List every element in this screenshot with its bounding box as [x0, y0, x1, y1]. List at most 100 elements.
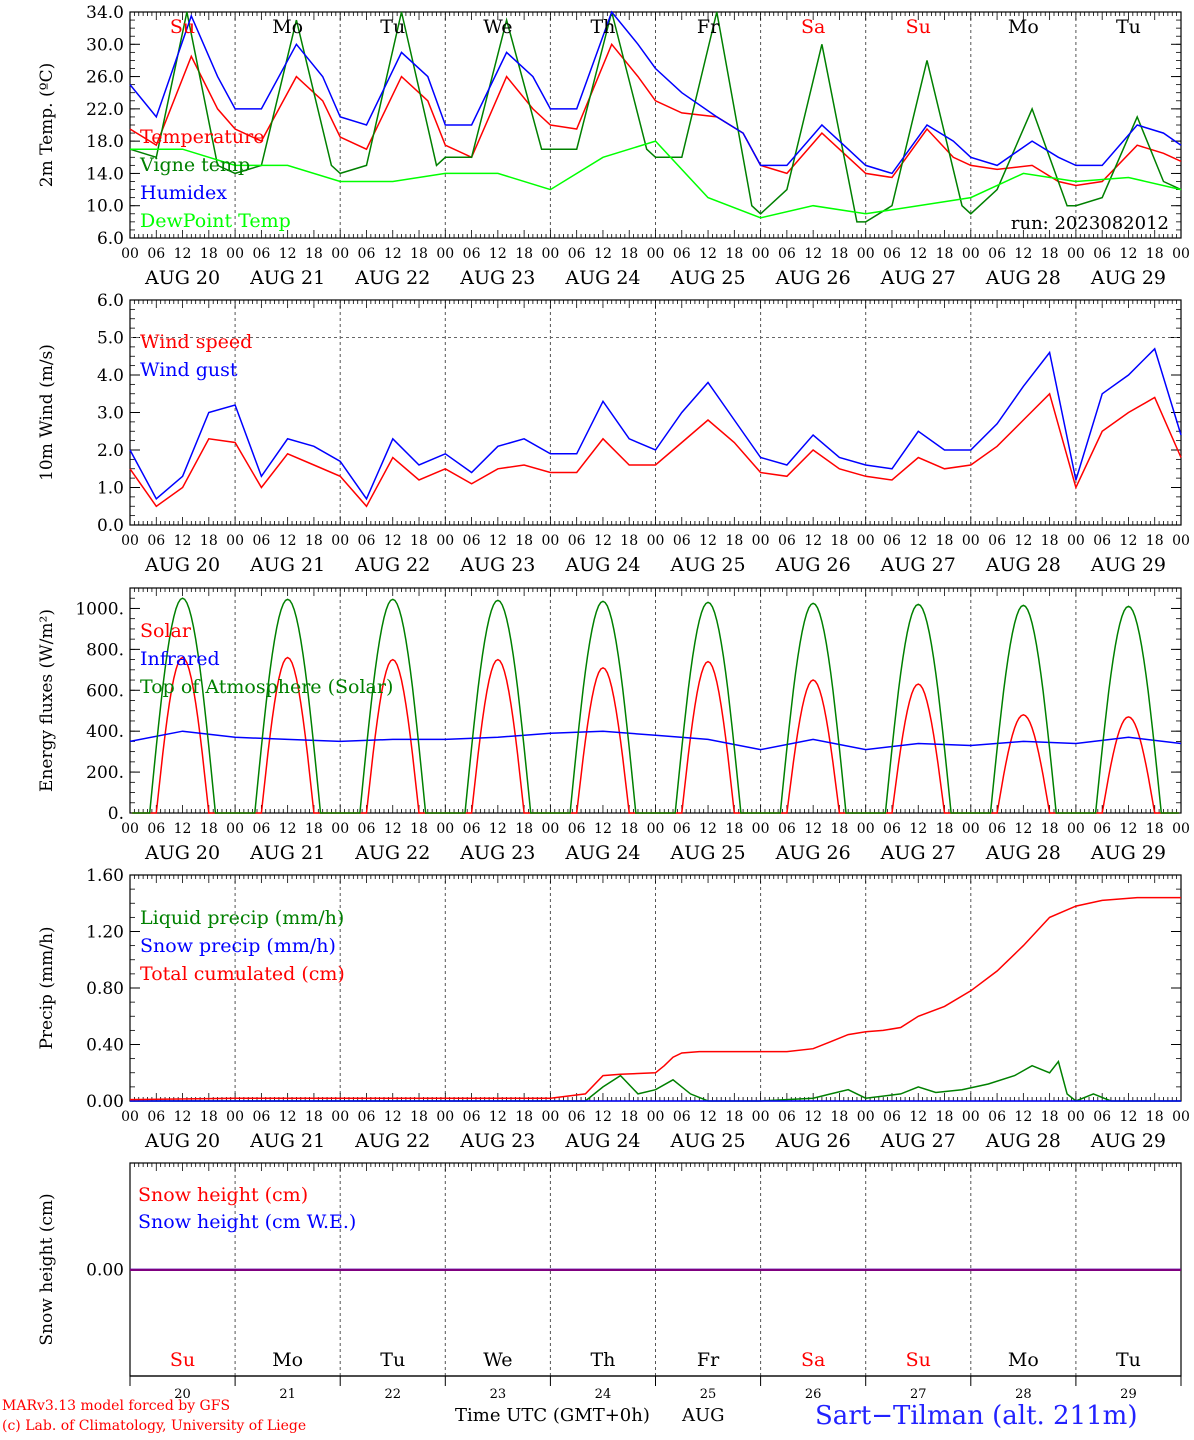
hour-label: 06	[673, 1109, 691, 1125]
hour-label: 00	[752, 533, 770, 549]
hour-label: 06	[778, 246, 796, 262]
date-label: AUG 27	[880, 1130, 956, 1152]
legend-entry: Top of Atmosphere (Solar)	[140, 676, 393, 698]
day-label-bottom: Mo	[272, 1349, 303, 1371]
hour-label: 06	[147, 1109, 165, 1125]
date-label: AUG 28	[985, 554, 1061, 576]
hour-label: 00	[541, 1109, 559, 1125]
month-label: AUG	[682, 1405, 725, 1426]
hour-label: 00	[436, 1109, 454, 1125]
bottom-date: 22	[384, 1387, 401, 1402]
y-tick-label: 1.20	[86, 923, 124, 943]
hour-label: 12	[489, 1109, 507, 1125]
legend-entry: Wind gust	[140, 359, 238, 381]
day-label-bottom: Tu	[380, 1349, 405, 1371]
hour-label: 06	[568, 821, 586, 837]
hour-label: 00	[1067, 246, 1085, 262]
panel-frame-wind	[130, 300, 1181, 525]
hour-label: 06	[988, 533, 1006, 549]
y-axis-title: Snow height (cm)	[37, 1193, 57, 1345]
hour-label: 00	[647, 533, 665, 549]
y-tick-label: 5.0	[97, 329, 124, 349]
hour-label: 06	[463, 246, 481, 262]
hour-label: 00	[857, 533, 875, 549]
meteogram-svg: 6.010.014.018.022.026.030.034.02m Temp. …	[0, 0, 1194, 1440]
hour-label: 18	[620, 533, 638, 549]
hour-label: 18	[831, 533, 849, 549]
hour-label: 18	[620, 246, 638, 262]
hour-label: 06	[252, 1109, 270, 1125]
y-tick-label: 0.00	[86, 1092, 124, 1112]
hour-label: 18	[305, 533, 323, 549]
day-label-top: Tu	[1116, 16, 1141, 38]
hour-label: 12	[384, 1109, 402, 1125]
hour-label: 06	[1093, 246, 1111, 262]
hour-label: 12	[594, 821, 612, 837]
hour-label: 12	[804, 821, 822, 837]
y-tick-label: 400.	[86, 722, 124, 742]
hour-label: 00	[1067, 821, 1085, 837]
hour-label: 18	[936, 533, 954, 549]
date-label: AUG 23	[459, 267, 535, 289]
date-label: AUG 21	[249, 267, 325, 289]
legend-entry: Liquid precip (mm/h)	[140, 907, 344, 929]
hour-label: 18	[515, 533, 533, 549]
hour-label: 12	[384, 821, 402, 837]
y-tick-label: 0.00	[86, 1261, 124, 1281]
y-tick-label: 0.0	[97, 516, 124, 536]
hour-label: 18	[831, 1109, 849, 1125]
y-tick-label: 200.	[86, 763, 124, 783]
hour-label: 00	[752, 1109, 770, 1125]
hour-label: 12	[804, 1109, 822, 1125]
hour-label: 06	[883, 821, 901, 837]
date-label: AUG 24	[564, 267, 640, 289]
day-label-bottom: Mo	[1008, 1349, 1039, 1371]
hour-label: 00	[121, 246, 139, 262]
hour-label: 06	[252, 821, 270, 837]
hour-label: 18	[410, 1109, 428, 1125]
hour-label: 06	[988, 246, 1006, 262]
hour-label: 12	[804, 533, 822, 549]
hour-label: 12	[279, 246, 297, 262]
day-label-bottom: Su	[170, 1349, 195, 1371]
hour-label: 00	[121, 1109, 139, 1125]
hour-label: 00	[226, 533, 244, 549]
hour-label: 12	[174, 246, 192, 262]
bottom-date: 23	[490, 1387, 507, 1402]
hour-label: 06	[778, 533, 796, 549]
date-label: AUG 24	[564, 842, 640, 864]
hour-label: 12	[909, 821, 927, 837]
hour-label: 06	[568, 246, 586, 262]
hour-label: 12	[489, 533, 507, 549]
hour-label: 18	[410, 533, 428, 549]
hour-label: 00	[752, 821, 770, 837]
hour-label: 12	[804, 246, 822, 262]
hour-label: 12	[1120, 1109, 1138, 1125]
bottom-date: 29	[1120, 1387, 1137, 1402]
hour-label: 06	[463, 1109, 481, 1125]
y-tick-label: 3.0	[97, 404, 124, 424]
hour-label: 00	[857, 246, 875, 262]
hour-label: 06	[673, 821, 691, 837]
day-label-top: Fr	[697, 16, 720, 38]
hour-label: 06	[673, 533, 691, 549]
legend-entry: Wind speed	[140, 331, 252, 353]
hour-label: 06	[568, 533, 586, 549]
hour-label: 12	[174, 1109, 192, 1125]
hour-label: 18	[1041, 1109, 1059, 1125]
date-label: AUG 29	[1090, 554, 1166, 576]
day-label-top: Tu	[380, 16, 405, 38]
day-label-top: Th	[590, 16, 615, 38]
hour-label: 06	[463, 533, 481, 549]
date-label: AUG 25	[669, 842, 745, 864]
hour-label: 00	[226, 1109, 244, 1125]
y-axis-title: Energy fluxes (W/m²)	[37, 609, 57, 792]
hour-label: 18	[725, 533, 743, 549]
date-label: AUG 21	[249, 842, 325, 864]
hour-label: 00	[331, 533, 349, 549]
hour-label: 00	[226, 246, 244, 262]
hour-label: 12	[699, 246, 717, 262]
y-axis-title: Precip (mm/h)	[37, 926, 57, 1049]
date-label: AUG 20	[144, 1130, 220, 1152]
hour-label: 06	[883, 533, 901, 549]
